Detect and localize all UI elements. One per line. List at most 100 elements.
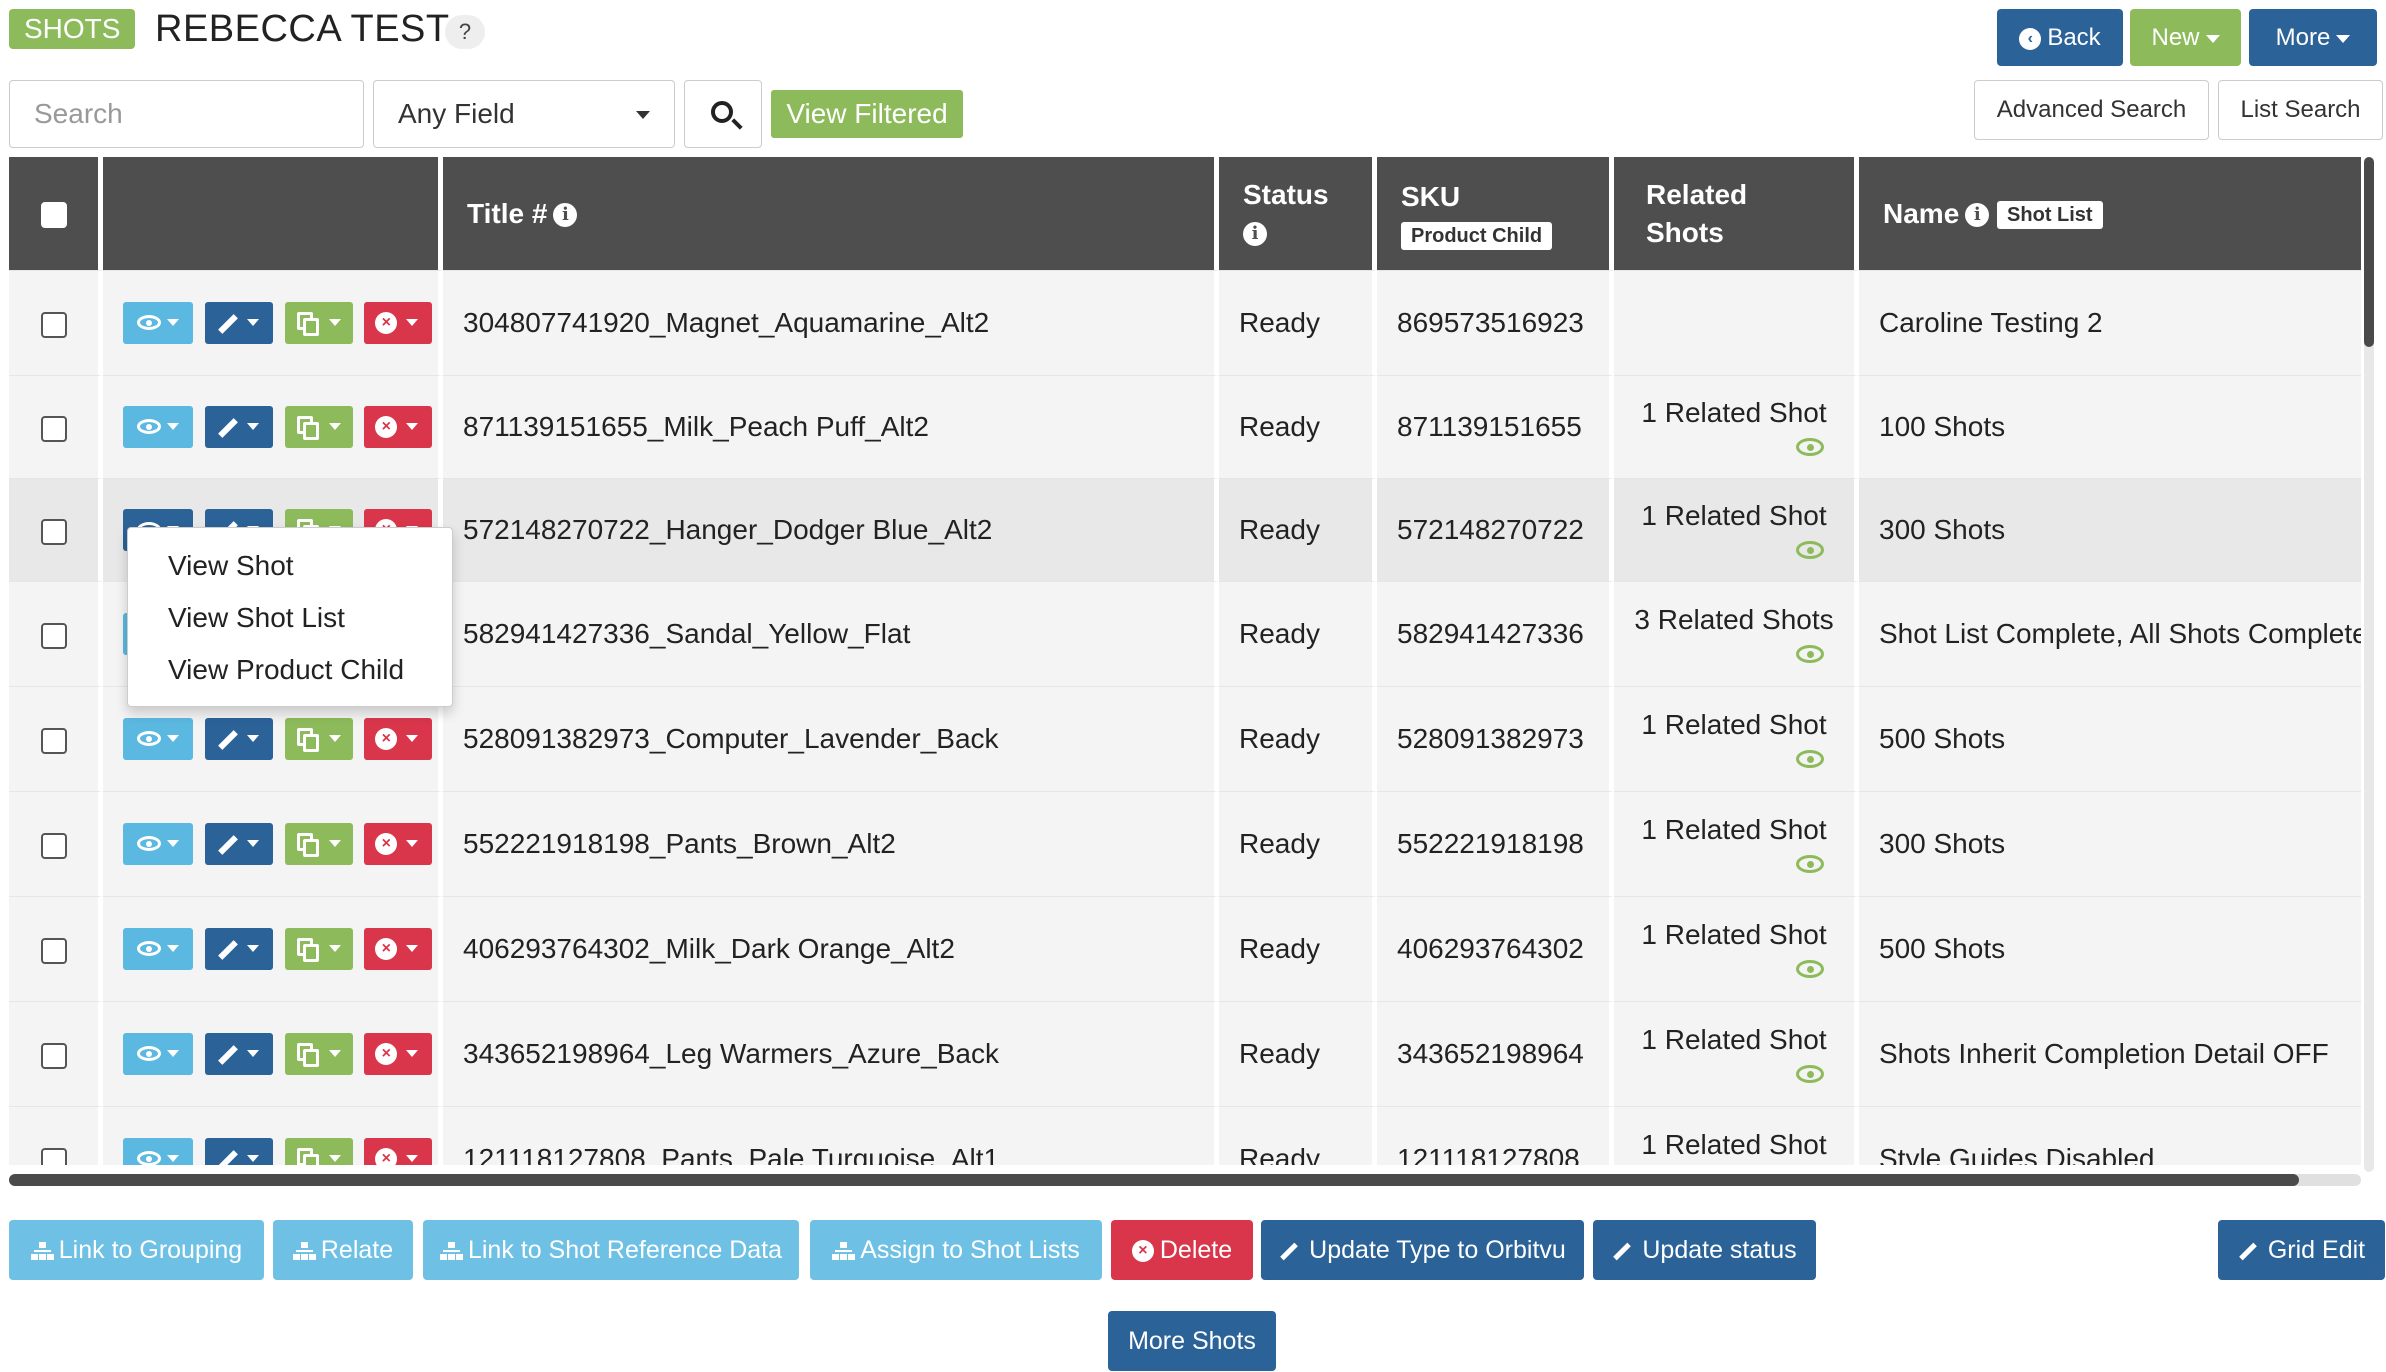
title-cell[interactable]: 572148270722_Hanger_Dodger Blue_Alt2: [443, 478, 1219, 581]
title-cell[interactable]: 406293764302_Milk_Dark Orange_Alt2: [443, 896, 1219, 1001]
view-dropdown-button[interactable]: [123, 302, 193, 344]
relate-button[interactable]: Relate: [273, 1220, 413, 1280]
more-shots-button[interactable]: More Shots: [1108, 1311, 1276, 1371]
copy-dropdown-button[interactable]: [284, 302, 353, 344]
delete-button[interactable]: × Delete: [1111, 1220, 1253, 1280]
caret-down-icon: [246, 319, 259, 326]
title-cell[interactable]: 304807741920_Magnet_Aquamarine_Alt2: [443, 270, 1219, 375]
new-button[interactable]: New: [2130, 9, 2241, 66]
link-to-shot-reference-button[interactable]: Link to Shot Reference Data: [423, 1220, 799, 1280]
edit-dropdown-button[interactable]: [204, 1033, 273, 1075]
view-dropdown-button[interactable]: [123, 1033, 193, 1075]
related-eye-icon[interactable]: [1796, 1065, 1826, 1085]
row-checkbox[interactable]: [40, 937, 67, 964]
edit-dropdown-button[interactable]: [204, 406, 273, 448]
assign-to-shot-lists-button[interactable]: Assign to Shot Lists: [810, 1220, 1102, 1280]
row-checkbox[interactable]: [40, 415, 67, 442]
caret-down-icon: [328, 840, 341, 847]
vertical-scrollbar-thumb[interactable]: [2364, 157, 2374, 347]
back-button[interactable]: ‹ Back: [1997, 9, 2123, 66]
advanced-search-button[interactable]: Advanced Search: [1974, 80, 2209, 140]
row-checkbox[interactable]: [40, 1042, 67, 1069]
sku-header[interactable]: SKU Product Child: [1377, 157, 1614, 270]
title-cell[interactable]: 871139151655_Milk_Peach Puff_Alt2: [443, 375, 1219, 478]
edit-dropdown-button[interactable]: [204, 718, 273, 760]
dropdown-item-view-product-child[interactable]: View Product Child: [168, 654, 405, 685]
dropdown-item-view-shot-list[interactable]: View Shot List: [168, 602, 345, 633]
title-cell[interactable]: 582941427336_Sandal_Yellow_Flat: [443, 581, 1219, 686]
name-header[interactable]: Name i Shot List: [1859, 157, 2361, 270]
delete-dropdown-button[interactable]: ×: [364, 302, 433, 344]
help-icon[interactable]: ?: [445, 15, 485, 49]
related-eye-icon[interactable]: [1796, 645, 1826, 665]
view-dropdown-button[interactable]: [123, 823, 193, 865]
row-actions: ×: [103, 1001, 443, 1106]
copy-dropdown-button[interactable]: [284, 1138, 353, 1165]
copy-dropdown-button[interactable]: [284, 823, 353, 865]
list-search-button[interactable]: List Search: [2218, 80, 2383, 140]
field-select[interactable]: Any Field: [373, 80, 675, 148]
view-dropdown-button[interactable]: [123, 718, 193, 760]
copy-dropdown-button[interactable]: [284, 928, 353, 970]
status-header[interactable]: Status i: [1219, 157, 1377, 270]
vertical-scrollbar-track[interactable]: [2364, 157, 2374, 1172]
status-cell: Ready: [1219, 270, 1377, 375]
link-to-grouping-button[interactable]: Link to Grouping: [9, 1220, 264, 1280]
delete-dropdown-button[interactable]: ×: [364, 823, 433, 865]
delete-dropdown-button[interactable]: ×: [364, 406, 433, 448]
related-eye-icon[interactable]: [1796, 750, 1826, 770]
related-eye-icon[interactable]: [1796, 438, 1826, 458]
row-checkbox[interactable]: [40, 518, 67, 545]
edit-dropdown-button[interactable]: [204, 928, 273, 970]
related-eye-icon[interactable]: [1796, 855, 1826, 875]
dropdown-item-view-shot[interactable]: View Shot: [168, 550, 294, 581]
name-cell: 100 Shots: [1859, 375, 2361, 478]
related-shots-text: 3 Related Shots: [1634, 604, 1834, 635]
info-icon[interactable]: i: [1965, 203, 1990, 228]
copy-dropdown-button[interactable]: [284, 1033, 353, 1075]
related-shots-cell: 1 Related Shot: [1614, 1001, 1859, 1106]
related-eye-icon[interactable]: [1796, 541, 1826, 561]
title-header[interactable]: Title # i: [443, 157, 1219, 270]
search-input[interactable]: [9, 80, 364, 148]
related-shots-header[interactable]: Related Shots: [1614, 157, 1859, 270]
sku-cell: 406293764302: [1377, 896, 1614, 1001]
delete-dropdown-button[interactable]: ×: [364, 718, 433, 760]
title-cell[interactable]: 343652198964_Leg Warmers_Azure_Back: [443, 1001, 1219, 1106]
info-icon[interactable]: i: [1243, 222, 1267, 247]
search-button[interactable]: [684, 80, 762, 148]
row-checkbox[interactable]: [40, 311, 67, 338]
title-cell[interactable]: 552221918198_Pants_Brown_Alt2: [443, 791, 1219, 896]
update-status-button[interactable]: Update status: [1593, 1220, 1816, 1280]
title-cell[interactable]: 528091382973_Computer_Lavender_Back: [443, 686, 1219, 791]
title-cell[interactable]: 121118127808_Pants_Pale Turquoise_Alt1: [443, 1106, 1219, 1165]
pencil-icon: [217, 835, 238, 855]
view-filtered-button[interactable]: View Filtered: [771, 90, 963, 138]
related-shots-text: 1 Related Shot: [1641, 1129, 1827, 1160]
delete-dropdown-button[interactable]: ×: [364, 1138, 433, 1165]
view-dropdown-button[interactable]: [123, 406, 193, 448]
horizontal-scrollbar-thumb[interactable]: [9, 1174, 2299, 1186]
select-all-checkbox[interactable]: [40, 202, 67, 229]
delete-dropdown-button[interactable]: ×: [364, 928, 433, 970]
more-button[interactable]: More: [2249, 9, 2377, 66]
row-checkbox[interactable]: [40, 622, 67, 649]
update-type-button[interactable]: Update Type to Orbitvu: [1261, 1220, 1584, 1280]
related-shots-text: 1 Related Shot: [1641, 500, 1827, 531]
grid-edit-button[interactable]: Grid Edit: [2218, 1220, 2385, 1280]
edit-dropdown-button[interactable]: [204, 823, 273, 865]
delete-dropdown-button[interactable]: ×: [364, 1033, 433, 1075]
row-checkbox[interactable]: [40, 727, 67, 754]
info-icon[interactable]: i: [553, 203, 578, 228]
edit-dropdown-button[interactable]: [204, 302, 273, 344]
row-checkbox[interactable]: [40, 1147, 67, 1165]
copy-dropdown-button[interactable]: [284, 406, 353, 448]
related-eye-icon[interactable]: [1796, 960, 1826, 980]
view-dropdown-button[interactable]: [123, 1138, 193, 1165]
view-dropdown-button[interactable]: [123, 928, 193, 970]
row-checkbox[interactable]: [40, 832, 67, 859]
sku-cell: 582941427336: [1377, 581, 1614, 686]
copy-dropdown-button[interactable]: [284, 718, 353, 760]
sku-cell: 869573516923: [1377, 270, 1614, 375]
edit-dropdown-button[interactable]: [204, 1138, 273, 1165]
